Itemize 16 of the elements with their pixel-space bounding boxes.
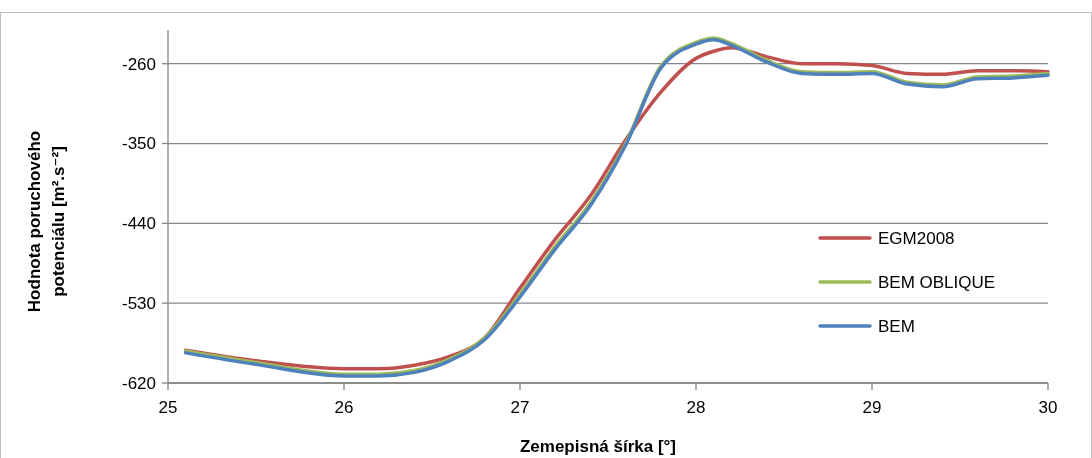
x-tick-label: 30 (1038, 398, 1058, 417)
x-tick-label: 27 (510, 398, 530, 417)
legend-label: BEM (878, 316, 915, 336)
x-tick-label: 29 (862, 398, 882, 417)
y-tick-label: -260 (121, 54, 156, 74)
x-tick-label: 26 (334, 398, 354, 417)
y-tick-label: -530 (121, 294, 156, 314)
x-tick-label: 25 (158, 398, 178, 417)
legend-label: BEM OBLIQUE (878, 272, 996, 292)
x-axis-title: Zemepisná šírka [°] (519, 437, 677, 456)
legend-label: EGM2008 (878, 228, 955, 248)
y-tick-label: -440 (121, 214, 156, 234)
y-tick-label: -620 (121, 373, 156, 393)
y-axis-title: Hodnota poruchového potenciálu [m².s⁻²] (25, 130, 68, 313)
y-tick-label: -350 (121, 134, 156, 154)
x-tick-label: 28 (686, 398, 706, 417)
